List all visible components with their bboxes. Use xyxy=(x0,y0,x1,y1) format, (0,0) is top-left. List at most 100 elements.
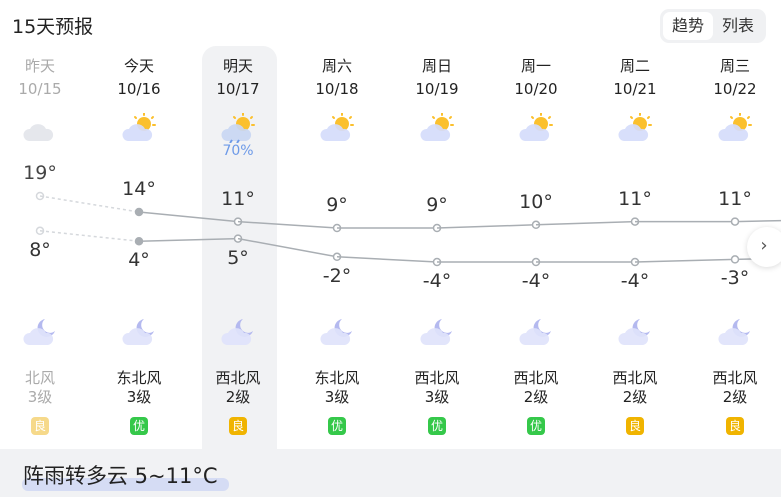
wind-info: 西北风 2级 xyxy=(491,369,581,407)
low-line-segment xyxy=(237,237,338,258)
next-button[interactable]: › xyxy=(747,227,781,267)
cloudy-icon xyxy=(23,113,57,143)
wind-info: 西北风 3级 xyxy=(392,369,482,407)
partly-cloudy-icon xyxy=(618,112,652,143)
low-temp: -2° xyxy=(322,264,352,287)
wind-info: 东北风 3级 xyxy=(292,369,382,407)
low-temp: -3° xyxy=(720,267,750,290)
low-temp: -4° xyxy=(620,270,650,292)
wind-direction: 西北风 xyxy=(712,369,758,387)
wind-level: 2级 xyxy=(722,388,748,406)
temperature-chart xyxy=(35,191,781,267)
tab-trend[interactable]: 趋势 xyxy=(663,12,713,40)
moon-cloud-icon xyxy=(221,317,255,347)
date-label: 10/19 xyxy=(415,80,459,98)
precip-prob: 70% xyxy=(222,143,254,159)
wind-info: 西北风 2级 xyxy=(690,369,780,407)
summary-underline xyxy=(22,478,229,491)
high-temp: 9° xyxy=(326,194,348,216)
date-label: 10/17 xyxy=(216,80,260,98)
low-line-point xyxy=(730,255,740,264)
high-line-segment xyxy=(39,195,140,213)
day-label: 今天 xyxy=(123,57,154,75)
partly-cloudy-icon xyxy=(320,112,354,143)
date-label: 10/21 xyxy=(613,80,657,98)
wind-direction: 北风 xyxy=(24,369,55,387)
high-line-point xyxy=(730,217,740,226)
low-line-segment xyxy=(634,258,736,263)
high-temp: 11° xyxy=(221,187,255,210)
high-line-segment xyxy=(734,219,781,223)
selected-day-highlight xyxy=(202,46,277,450)
wind-level: 3级 xyxy=(27,388,53,406)
high-temp: 9° xyxy=(426,194,448,216)
summary-text: 阵雨转多云 5~11°C xyxy=(23,464,218,488)
wind-direction: 西北风 xyxy=(414,369,460,387)
aqi-badge: 优 xyxy=(328,417,346,435)
high-temp: 14° xyxy=(122,178,156,200)
aqi-badge: 良 xyxy=(31,417,49,435)
low-line-segment xyxy=(336,256,438,263)
wind-direction: 东北风 xyxy=(314,369,360,387)
moon-cloud-icon xyxy=(519,317,553,347)
partly-cloudy-icon xyxy=(718,112,752,143)
day-column[interactable]: 周三 10/22 西北风 2级 良 xyxy=(690,55,780,435)
aqi-badge: 良 xyxy=(229,417,247,435)
moon-cloud-icon xyxy=(23,317,57,347)
wind-level: 3级 xyxy=(424,388,450,406)
day-column[interactable]: 周六 10/18 东北风 3级 优 xyxy=(292,55,382,435)
day-column[interactable]: 周二 10/21 西北风 2级 良 xyxy=(590,55,680,435)
aqi-badge: 优 xyxy=(130,417,148,435)
aqi-badge: 优 xyxy=(527,417,545,435)
date-label: 10/22 xyxy=(713,80,757,98)
day-label: 周一 xyxy=(520,57,551,75)
day-label: 明天 xyxy=(222,57,253,75)
wind-level: 3级 xyxy=(324,388,350,406)
date-label: 10/16 xyxy=(117,80,161,98)
day-column[interactable]: 明天 10/17 70% 西北风 2级 良 xyxy=(193,55,283,435)
aqi-badge: 优 xyxy=(428,417,446,435)
low-temp: 8° xyxy=(29,238,51,261)
moon-cloud-icon xyxy=(718,317,752,347)
wind-direction: 西北风 xyxy=(215,369,261,387)
high-temp: 10° xyxy=(519,190,553,213)
day-column[interactable]: 昨天 10/15 北风 3级 良 xyxy=(0,55,85,435)
day-column[interactable]: 今天 10/16 东北风 3级 优 xyxy=(94,55,184,435)
aqi-badge: 良 xyxy=(726,417,744,435)
wind-level: 2级 xyxy=(523,388,549,406)
day-label: 昨天 xyxy=(24,57,55,75)
wind-level: 2级 xyxy=(225,388,251,406)
day-label: 周日 xyxy=(421,57,452,75)
moon-cloud-icon xyxy=(122,317,156,347)
low-temp: 5° xyxy=(227,246,249,269)
high-temp: 11° xyxy=(618,187,652,210)
high-line-segment xyxy=(138,211,239,223)
wind-info: 东北风 3级 xyxy=(94,369,184,407)
high-line-segment xyxy=(436,224,537,229)
view-toggle: 趋势 列表 xyxy=(660,9,766,43)
wind-direction: 西北风 xyxy=(513,369,559,387)
partly-cloudy-icon xyxy=(420,112,454,143)
date-label: 10/15 xyxy=(18,80,62,98)
wind-info: 北风 3级 xyxy=(0,369,85,407)
day-column[interactable]: 周一 10/20 西北风 2级 优 xyxy=(491,55,581,435)
low-line-segment xyxy=(138,237,239,242)
low-temp: -4° xyxy=(521,270,551,292)
wind-direction: 西北风 xyxy=(612,369,658,387)
high-temp: 11° xyxy=(718,187,752,210)
aqi-badge: 良 xyxy=(626,417,644,435)
wind-info: 西北风 2级 xyxy=(590,369,680,407)
day-label: 周二 xyxy=(619,57,650,75)
high-line-segment xyxy=(237,220,338,229)
low-line-segment xyxy=(39,230,140,242)
low-temp: 4° xyxy=(128,249,150,272)
day-column[interactable]: 周日 10/19 西北风 3级 优 xyxy=(392,55,482,435)
wind-direction: 东北风 xyxy=(116,369,162,387)
shower-icon xyxy=(221,112,255,144)
day-label: 周六 xyxy=(321,57,352,75)
date-label: 10/18 xyxy=(315,80,359,98)
chevron-right-icon: › xyxy=(760,235,768,256)
tab-list[interactable]: 列表 xyxy=(721,16,754,35)
wind-level: 2级 xyxy=(622,388,648,406)
day-label: 周三 xyxy=(719,57,750,75)
